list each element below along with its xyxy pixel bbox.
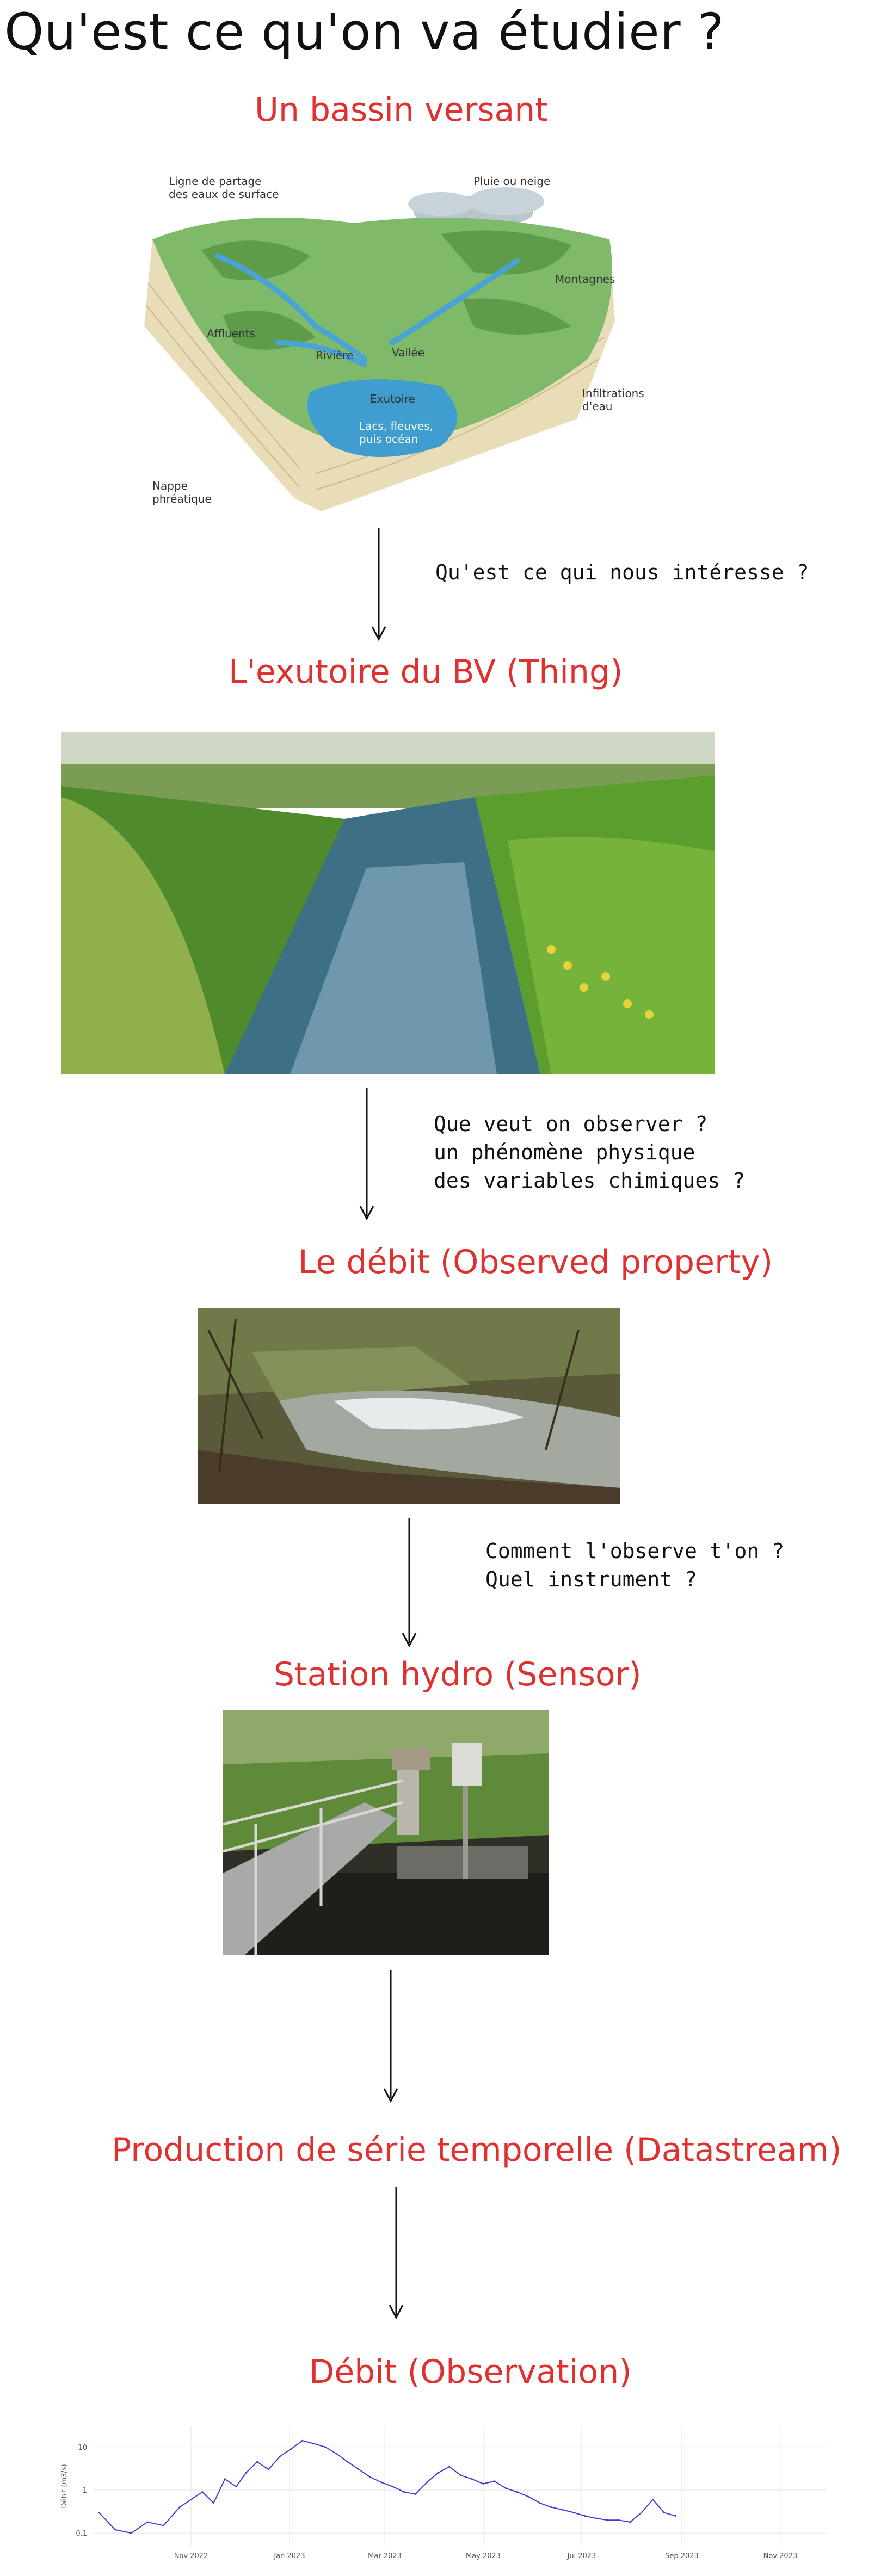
x-tick-label: Nov 2022 (174, 2552, 208, 2560)
section-title-station: Station hydro (Sensor) (274, 1655, 642, 1694)
discharge-point (114, 2529, 116, 2531)
arrow-down-icon (380, 1970, 402, 2104)
discharge-point (505, 2487, 507, 2489)
discharge-point (201, 2491, 204, 2493)
discharge-point (213, 2502, 215, 2504)
discharge-point (267, 2468, 269, 2470)
y-tick-label: 10 (78, 2444, 87, 2452)
discharge-point (629, 2521, 631, 2523)
discharge-point (98, 2511, 100, 2513)
discharge-point (380, 2481, 383, 2484)
discharge-point (335, 2453, 337, 2455)
x-tick-label: Jan 2023 (273, 2552, 305, 2560)
discharge-point (369, 2476, 371, 2478)
arrow-down-icon (398, 1518, 420, 1648)
discharge-point (595, 2517, 598, 2519)
section-title-datastream: Production de série temporelle (Datastre… (112, 2131, 842, 2169)
discharge-point (163, 2524, 165, 2526)
discharge-point (448, 2466, 451, 2468)
arrow-down-icon (356, 1088, 378, 1221)
discharge-point (494, 2480, 496, 2482)
river-flow-photo (198, 1308, 620, 1504)
discharge-point (641, 2511, 643, 2513)
page-title: Qu'est ce qu'on va étudier ? (4, 3, 725, 61)
discharge-point (606, 2519, 608, 2521)
hydro-station-photo (223, 1710, 549, 1955)
discharge-point (618, 2519, 620, 2521)
discharge-point (663, 2511, 665, 2513)
note-observer: Que veut on observer ? un phénomène phys… (434, 1112, 745, 1193)
discharge-point (324, 2446, 326, 2448)
discharge-point (437, 2472, 439, 2474)
discharge-point (550, 2506, 552, 2508)
x-tick-label: Sep 2023 (665, 2552, 699, 2560)
discharge-point (245, 2472, 247, 2474)
discharge-point (572, 2511, 575, 2513)
discharge-series-line (98, 2440, 676, 2534)
discharge-chart: 0.1 1 10 Nov 2022 Jan 2023 Mar 2023 May 2023 Ju… (54, 2416, 838, 2573)
discharge-point (584, 2515, 586, 2517)
arrow-down-icon (385, 2187, 407, 2320)
label-montagnes: Montagnes (555, 273, 615, 286)
discharge-point (290, 2448, 292, 2450)
discharge-point (652, 2499, 654, 2501)
discharge-point (539, 2502, 541, 2504)
section-title-debit: Le débit (Observed property) (298, 1243, 773, 1281)
discharge-point (561, 2509, 563, 2511)
discharge-point (347, 2461, 349, 2463)
label-infiltrations: Infiltrations d'eau (582, 387, 648, 413)
label-affluents: Affluents (207, 327, 255, 340)
x-tick-label: Jul 2023 (567, 2552, 596, 2560)
discharge-point (426, 2481, 428, 2484)
arrow-down-icon (368, 528, 390, 642)
discharge-point (471, 2478, 473, 2480)
watershed-illustration: Pluie ou neige Ligne de partage des eaux… (136, 163, 653, 522)
label-pluie: Pluie ou neige (473, 175, 550, 188)
discharge-point (527, 2495, 529, 2498)
discharge-point (312, 2443, 315, 2445)
discharge-point (190, 2499, 192, 2501)
discharge-point (414, 2493, 416, 2495)
discharge-point (235, 2486, 237, 2488)
discharge-point (224, 2478, 226, 2480)
discharge-point (674, 2515, 676, 2517)
label-ligne-partage: Ligne de partage des eaux de surface (169, 175, 279, 201)
discharge-point (146, 2521, 149, 2523)
discharge-point (178, 2506, 181, 2508)
discharge-point (358, 2468, 360, 2470)
note-interet: Qu'est ce qui nous intéresse ? (435, 560, 809, 584)
note-instrument: Comment l'observe t'on ? Quel instrument… (485, 1539, 785, 1591)
x-tick-label: Nov 2023 (763, 2552, 798, 2560)
y-tick-label: 1 (83, 2487, 87, 2495)
label-exutoire: Exutoire (370, 392, 415, 405)
label-vallee: Vallée (392, 346, 424, 359)
x-tick-label: May 2023 (466, 2552, 501, 2560)
label-lacs: Lacs, fleuves, puis océan (359, 419, 436, 446)
section-title-exutoire: L'exutoire du BV (Thing) (229, 653, 623, 691)
stream-outlet-photo (61, 732, 715, 1074)
label-nappe: Nappe phréatique (152, 479, 212, 505)
y-axis-label: Débit (m3/s) (60, 2464, 69, 2508)
label-riviere: Rivière (316, 349, 353, 362)
discharge-point (516, 2491, 518, 2493)
discharge-point (482, 2482, 484, 2485)
y-tick-label: 0.1 (76, 2530, 87, 2538)
section-title-observation: Débit (Observation) (309, 2353, 632, 2391)
x-tick-label: Mar 2023 (368, 2552, 402, 2560)
discharge-point (459, 2474, 461, 2476)
discharge-point (256, 2461, 258, 2463)
discharge-point (279, 2455, 281, 2457)
discharge-point (301, 2439, 304, 2442)
discharge-point (130, 2532, 132, 2534)
discharge-point (392, 2486, 394, 2488)
section-title-bassin-versant: Un bassin versant (255, 91, 548, 129)
discharge-point (403, 2491, 405, 2493)
